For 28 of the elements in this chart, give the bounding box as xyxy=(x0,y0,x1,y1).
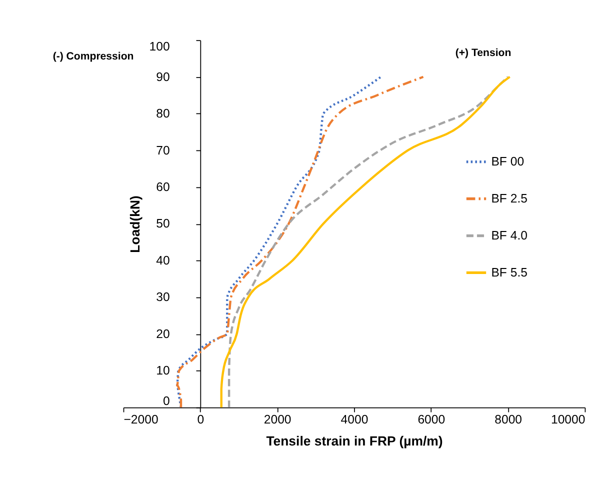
x-tick-label: −2000 xyxy=(124,412,158,427)
x-tick-label: 6000 xyxy=(418,412,446,427)
legend-label: BF 5.5 xyxy=(491,265,528,280)
y-tick-label: 30 xyxy=(156,290,170,304)
y-tick-label: 50 xyxy=(156,216,170,231)
annotation: (+) Tension xyxy=(455,46,512,59)
x-axis-title: Tensile strain in FRP (µm/m) xyxy=(266,434,443,449)
x-tick-label: 2000 xyxy=(264,412,292,427)
legend-label: BF 00 xyxy=(491,154,524,168)
x-tick-label: 8000 xyxy=(494,412,522,427)
y-tick-label: 90 xyxy=(156,70,170,84)
y-tick-label: 0 xyxy=(162,394,170,408)
line-series xyxy=(176,76,424,408)
annotation: (-) Compression xyxy=(52,50,134,63)
x-tick-label: 4000 xyxy=(340,412,368,427)
y-tick-label: 10 xyxy=(156,364,170,378)
y-tick-label: 70 xyxy=(156,143,170,158)
x-tick-label: 0 xyxy=(197,412,204,427)
y-tick-label: 100 xyxy=(149,39,170,54)
y-tick-label: 60 xyxy=(156,180,170,194)
y-tick-label: 20 xyxy=(156,326,170,341)
legend-label: BF 2.5 xyxy=(491,191,528,206)
y-axis-title: Load(kN) xyxy=(128,196,143,253)
line-series xyxy=(176,76,382,408)
y-tick-label: 80 xyxy=(156,106,170,121)
x-tick-label: 10000 xyxy=(550,412,586,427)
legend-label: BF 4.0 xyxy=(491,228,528,242)
y-tick-label: 40 xyxy=(156,253,170,268)
